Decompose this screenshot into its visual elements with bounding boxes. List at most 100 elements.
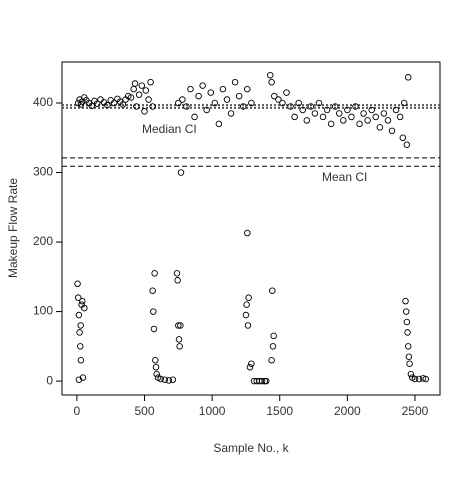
point xyxy=(151,270,158,277)
point xyxy=(141,108,148,115)
point xyxy=(173,270,181,277)
point xyxy=(402,297,409,305)
point xyxy=(77,343,84,350)
point xyxy=(258,377,266,385)
point xyxy=(319,113,327,121)
point xyxy=(248,360,255,367)
point xyxy=(79,374,87,381)
point xyxy=(376,124,384,131)
point xyxy=(175,322,182,329)
point xyxy=(150,325,158,333)
point xyxy=(299,106,306,114)
point xyxy=(331,103,339,110)
point xyxy=(149,103,156,110)
point xyxy=(138,82,146,89)
point xyxy=(75,376,83,383)
point xyxy=(422,375,430,383)
point xyxy=(419,375,427,382)
point xyxy=(388,127,396,135)
point xyxy=(411,375,419,383)
point xyxy=(74,294,82,301)
point xyxy=(307,103,315,110)
point xyxy=(81,304,88,312)
point xyxy=(344,106,351,114)
point xyxy=(93,100,101,107)
point xyxy=(268,356,275,364)
point xyxy=(104,101,111,109)
point xyxy=(161,376,169,383)
point xyxy=(404,343,412,350)
point xyxy=(119,101,127,108)
point xyxy=(75,311,83,319)
y-tick-label: 0 xyxy=(46,373,53,387)
point xyxy=(352,103,359,110)
point xyxy=(211,99,219,107)
point xyxy=(130,85,137,93)
point xyxy=(242,311,250,319)
point xyxy=(271,92,278,100)
point xyxy=(399,134,407,142)
point xyxy=(179,96,186,103)
point xyxy=(152,363,160,371)
plot-frame xyxy=(61,61,441,396)
point xyxy=(407,370,415,378)
point xyxy=(227,110,235,117)
y-tick-label: 200 xyxy=(33,234,53,248)
point xyxy=(415,375,423,383)
point xyxy=(215,120,223,128)
point xyxy=(404,329,411,336)
point xyxy=(76,329,83,336)
point xyxy=(174,277,181,284)
point xyxy=(323,106,331,114)
point xyxy=(244,229,251,237)
point xyxy=(392,106,400,114)
point xyxy=(244,322,252,329)
point xyxy=(262,377,270,385)
point xyxy=(244,85,251,93)
point xyxy=(405,353,413,361)
point xyxy=(245,294,252,301)
point xyxy=(340,117,347,124)
point xyxy=(279,99,286,107)
point xyxy=(287,103,294,110)
point xyxy=(183,103,190,110)
reference-label: Mean CI xyxy=(322,170,367,184)
point xyxy=(364,117,371,124)
point xyxy=(275,96,282,103)
point xyxy=(150,308,157,315)
point xyxy=(175,99,182,107)
point xyxy=(191,113,198,121)
point xyxy=(127,94,135,101)
point xyxy=(88,102,96,110)
point xyxy=(269,287,276,294)
point xyxy=(165,377,173,384)
point xyxy=(169,376,177,383)
point xyxy=(283,89,290,96)
point xyxy=(131,80,139,87)
point xyxy=(403,318,411,326)
point xyxy=(239,103,247,110)
point xyxy=(219,85,227,93)
point xyxy=(187,85,194,93)
point xyxy=(402,308,410,315)
point xyxy=(406,360,413,367)
point xyxy=(327,120,335,128)
point xyxy=(199,82,206,89)
point xyxy=(380,110,388,117)
x-tick-label: 2500 xyxy=(402,404,429,418)
y-tick-label: 100 xyxy=(33,304,53,318)
x-tick-label: 1500 xyxy=(266,404,293,418)
point xyxy=(177,169,185,176)
y-tick-label: 400 xyxy=(33,95,53,109)
point xyxy=(79,297,86,305)
reference-label: Median CI xyxy=(142,122,197,136)
point xyxy=(368,106,375,114)
point xyxy=(207,89,215,96)
point xyxy=(248,99,255,107)
point xyxy=(396,113,404,121)
point xyxy=(384,117,392,124)
point xyxy=(295,99,302,107)
x-tick-label: 0 xyxy=(74,404,81,418)
x-axis-label: Sample No., k xyxy=(213,441,289,455)
